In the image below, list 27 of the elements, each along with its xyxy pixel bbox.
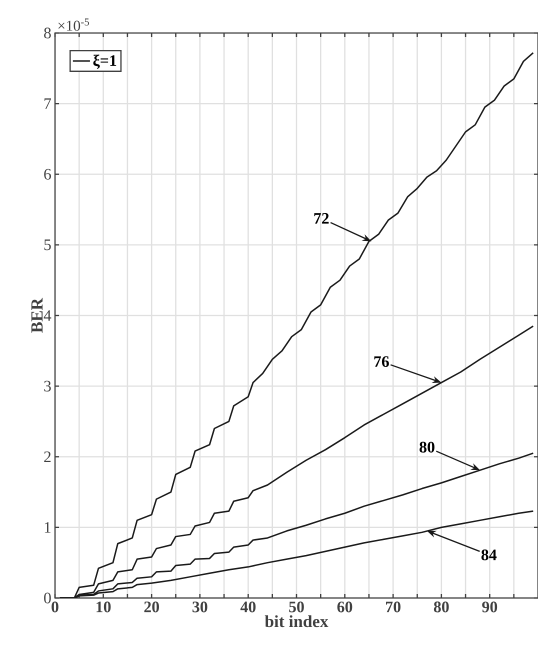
annotation: 80 [420,442,434,453]
x-tick-label: 40 [240,602,256,612]
y-tick-label: 7 [44,98,52,109]
x-tick-label: 10 [96,602,111,612]
x-tick-label: 90 [482,602,498,612]
y-axis-title: BER [31,298,43,333]
x-tick-label: 30 [192,602,208,612]
annotation: 84 [481,550,497,560]
x-tick-label: 20 [144,602,159,612]
x-tick-label: 80 [434,602,449,612]
x-tick-label: 60 [337,602,352,612]
y-tick-label: 4 [44,310,52,321]
y-tick-label: 1 [44,522,51,533]
y-tick-label: 6 [44,168,51,180]
annotation: 76 [374,356,389,367]
y-tick-label: 2 [44,451,51,462]
x-axis-title: bit index [264,615,328,628]
legend-label: ξ=1 [93,54,116,69]
y-tick-label: 5 [44,240,51,250]
text: ×10$^{-5}$ [58,18,89,31]
y-tick-label: 3 [44,380,51,392]
x-tick-label: 70 [386,602,400,612]
y-tick-label: 8 [44,28,51,38]
x-tick-label: 50 [289,602,304,612]
annotation: 72 [314,213,329,224]
y-tick-label: 0 [44,592,51,604]
x-tick-label: 0 [52,602,58,612]
